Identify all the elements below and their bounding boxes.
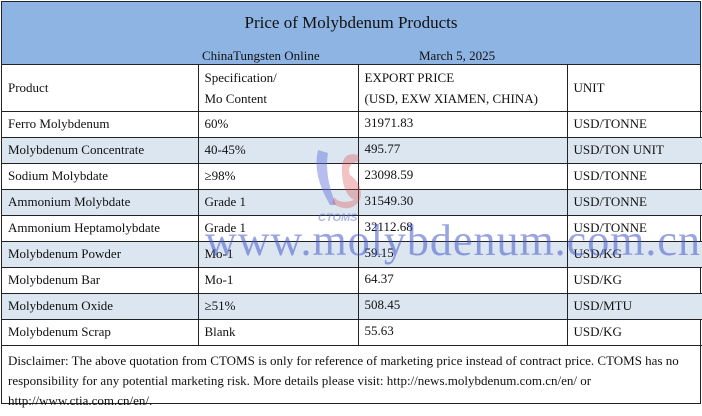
cell-spec: Grade 1: [197, 215, 359, 242]
cell-spec: Blank: [197, 319, 359, 346]
cell-price: 23098.59: [357, 163, 568, 190]
table-row: Molybdenum Oxide ≥51% 508.45 USD/MTU: [2, 293, 702, 320]
cell-unit: USD/TONNE: [566, 189, 702, 216]
header-unit: UNIT: [566, 65, 702, 112]
header-spec: Specification/Mo Content: [197, 65, 359, 112]
column-headers: Product Specification/Mo Content EXPORT …: [2, 65, 702, 112]
cell-product: Molybdenum Concentrate: [2, 137, 199, 164]
cell-product: Molybdenum Scrap: [2, 319, 199, 346]
cell-price: 31549.30: [357, 189, 568, 216]
cell-product: Ammonium Molybdate: [2, 189, 199, 216]
disclaimer: Disclaimer: The above quotation from CTO…: [8, 352, 679, 408]
table-row: Ammonium Heptamolybdate Grade 1 32112.68 US…: [2, 215, 702, 242]
cell-price: 31971.83: [357, 111, 568, 138]
price-table: Product Specification/Mo Content EXPORT …: [2, 65, 702, 346]
cell-unit: USD/TON UNIT: [566, 137, 702, 164]
table-header-band: Price of Molybdenum Products ChinaTungst…: [2, 2, 700, 65]
table-row: Molybdenum Scrap Blank 55.63 USD/KG: [2, 319, 702, 346]
table-row: Ferro Molybdenum 60% 31971.83 USD/TONNE: [2, 111, 702, 138]
table-row: Molybdenum Powder Mo-1 59.15 USD/KG: [2, 241, 702, 268]
cell-product: Ferro Molybdenum: [2, 111, 199, 138]
cell-spec: Grade 1: [197, 189, 359, 216]
page-title: Price of Molybdenum Products: [244, 13, 458, 32]
cell-unit: USD/MTU: [566, 293, 702, 320]
header-spec-line2: Mo Content: [204, 90, 267, 106]
cell-spec: Mo-1: [197, 267, 359, 294]
cell-price: 495.77: [357, 137, 568, 164]
price-table-container: Price of Molybdenum Products ChinaTungst…: [1, 1, 702, 408]
cell-price: 508.45: [357, 293, 568, 320]
cell-unit: USD/TONNE: [566, 163, 702, 190]
cell-product: Molybdenum Powder: [2, 241, 199, 268]
cell-spec: Mo-1: [197, 241, 359, 268]
table-row: Molybdenum Concentrate 40-45% 495.77 USD/TO…: [2, 137, 702, 164]
table-row: Ammonium Molybdate Grade 1 31549.30 USD/TON…: [2, 189, 702, 216]
source-label: ChinaTungsten Online: [202, 48, 320, 63]
table-row: Sodium Molybdate ≥98% 23098.59 USD/TONNE: [2, 163, 702, 190]
cell-spec: ≥98%: [197, 163, 359, 190]
header-spec-line1: Specification/: [204, 69, 277, 85]
cell-product: Sodium Molybdate: [2, 163, 199, 190]
header-price-line1: EXPORT PRICE: [364, 69, 455, 85]
cell-spec: 60%: [197, 111, 359, 138]
cell-price: 55.63: [357, 319, 568, 346]
cell-unit: USD/KG: [566, 319, 702, 346]
cell-product: Molybdenum Oxide: [2, 293, 199, 320]
cell-unit: USD/TONNE: [566, 111, 702, 138]
table-row: Molybdenum Bar Mo-1 64.37 USD/KG: [2, 267, 702, 294]
cell-price: 32112.68: [357, 215, 568, 242]
cell-unit: USD/KG: [566, 267, 702, 294]
header-price: EXPORT PRICE (USD, EXW XIAMEN, CHINA): [357, 65, 568, 112]
cell-price: 59.15: [357, 241, 568, 268]
header-product: Product: [2, 65, 199, 112]
cell-unit: USD/TONNE: [566, 215, 702, 242]
cell-unit: USD/KG: [566, 241, 702, 268]
cell-spec: ≥51%: [197, 293, 359, 320]
date-label: March 5, 2025: [419, 48, 496, 63]
cell-spec: 40-45%: [197, 137, 359, 164]
cell-price: 64.37: [357, 267, 568, 294]
cell-product: Ammonium Heptamolybdate: [2, 215, 199, 242]
header-price-line2: (USD, EXW XIAMEN, CHINA): [364, 90, 538, 106]
cell-product: Molybdenum Bar: [2, 267, 199, 294]
